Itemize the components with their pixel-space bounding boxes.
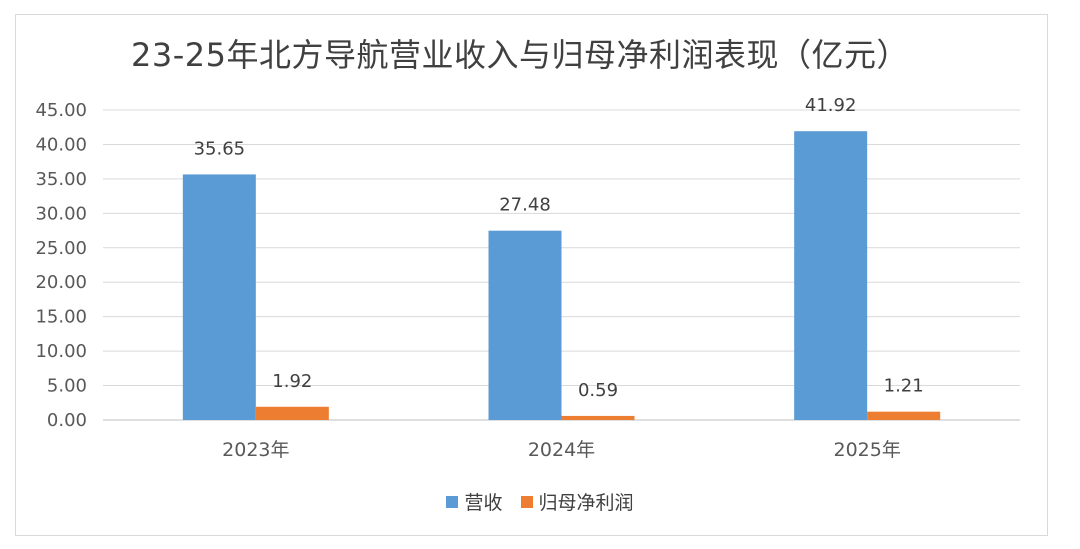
legend-label-net-profit: 归母净利润 bbox=[538, 492, 634, 514]
y-tick-label: 10.00 bbox=[35, 341, 87, 362]
bar-net-profit bbox=[255, 406, 329, 420]
legend-label-revenue: 营收 bbox=[464, 492, 503, 514]
y-tick-label: 5.00 bbox=[47, 376, 87, 397]
bar-net-profit bbox=[561, 415, 635, 420]
data-label: 27.48 bbox=[499, 195, 551, 216]
y-tick-label: 30.00 bbox=[35, 203, 87, 224]
legend: 营收 归母净利润 bbox=[0, 488, 1080, 515]
y-tick-label: 25.00 bbox=[35, 238, 87, 259]
bar-revenue bbox=[182, 174, 256, 420]
y-tick-label: 0.00 bbox=[47, 410, 87, 431]
chart-title: 23-25年北方导航营业收入与归母净利润表现（亿元） bbox=[131, 36, 909, 74]
y-tick-label: 15.00 bbox=[35, 307, 87, 328]
data-label: 1.21 bbox=[884, 376, 924, 397]
x-tick-label: 2025年 bbox=[833, 439, 900, 461]
x-tick-label: 2023年 bbox=[222, 439, 289, 461]
bar-net-profit bbox=[867, 411, 941, 420]
bar-revenue bbox=[488, 230, 562, 420]
data-label: 35.65 bbox=[194, 138, 246, 159]
data-label: 41.92 bbox=[805, 95, 857, 116]
legend-swatch-net-profit bbox=[520, 495, 533, 508]
legend-item-revenue: 营收 bbox=[446, 488, 502, 515]
legend-swatch-revenue bbox=[446, 495, 459, 508]
y-tick-label: 20.00 bbox=[35, 272, 87, 293]
y-tick-label: 35.00 bbox=[35, 169, 87, 190]
data-label: 0.59 bbox=[578, 380, 618, 401]
y-tick-label: 45.00 bbox=[35, 100, 87, 121]
data-label: 1.92 bbox=[272, 371, 312, 392]
bar-revenue bbox=[794, 131, 868, 420]
legend-item-net-profit: 归母净利润 bbox=[520, 488, 634, 515]
x-tick-label: 2024年 bbox=[528, 439, 595, 461]
y-tick-label: 40.00 bbox=[35, 134, 87, 155]
